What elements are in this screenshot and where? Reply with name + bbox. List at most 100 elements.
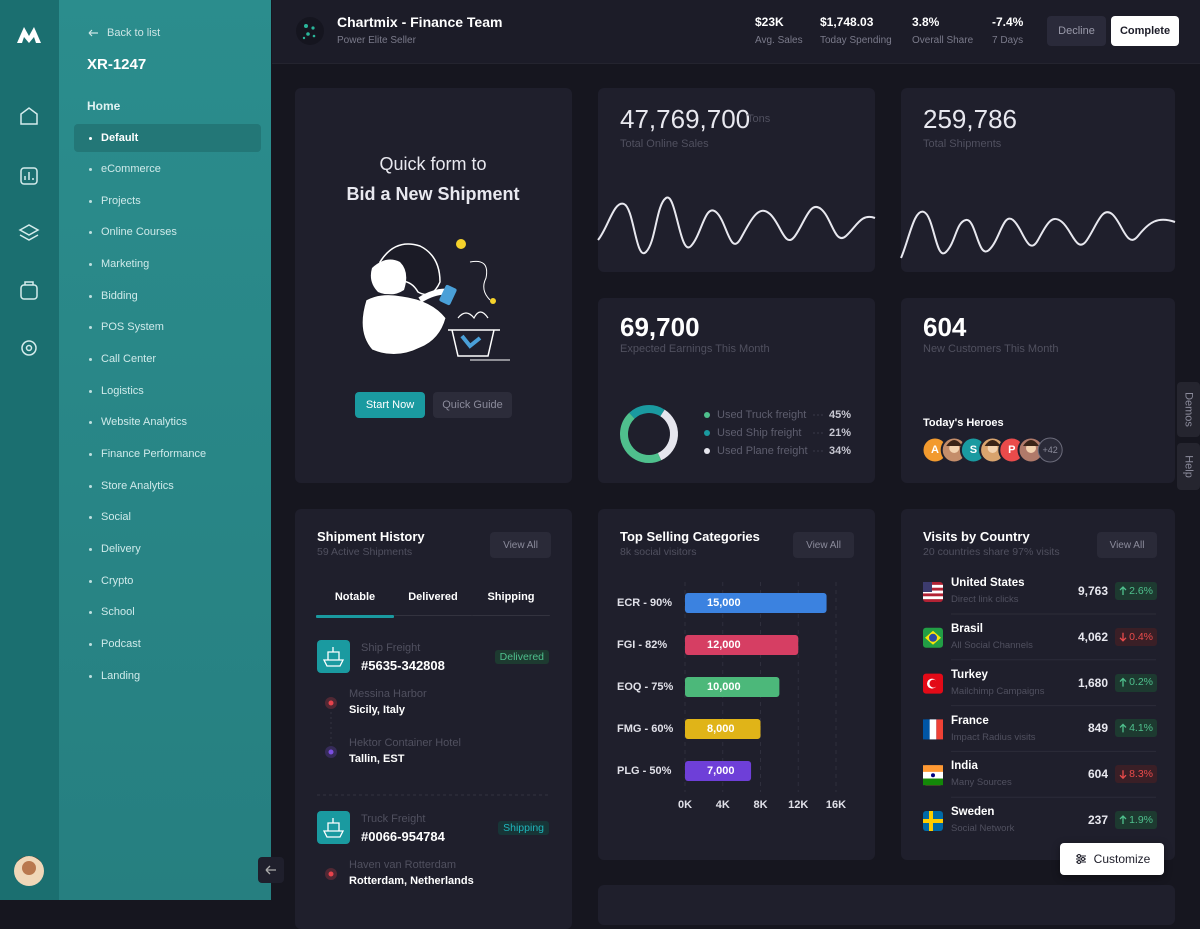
donut-segment [620,412,662,463]
view-all-button-label: View All [806,539,841,551]
menu-bullet [89,326,92,330]
flag [923,673,943,694]
flag [923,811,943,831]
flag [923,719,943,740]
tab[interactable]: Shipping [487,590,535,603]
shipment-type: Truck Freight [361,812,426,825]
menu-item[interactable]: School [101,606,135,619]
guide-button[interactable]: Quick Guide [433,392,512,418]
complete-button[interactable]: Complete [1111,16,1179,46]
menu-bullet [89,484,92,488]
stop-place: Haven van Rotterdam [349,858,456,871]
decline-button[interactable]: Decline [1047,16,1106,46]
tab[interactable]: Delivered [408,590,458,603]
hero-initial: P [1008,443,1016,456]
decline-button-label: Decline [1058,25,1095,37]
hero-hair [1023,440,1039,446]
stop-location: Rotterdam, Netherlands [349,874,474,887]
menu-bullet [89,642,92,646]
menu-item[interactable]: eCommerce [101,163,161,176]
category-label: FGI - 82% [617,638,668,651]
menu-item[interactable]: Marketing [101,258,150,271]
menu-item[interactable]: Delivery [101,542,141,555]
icon-layers[interactable] [18,224,40,241]
shipment-glyph [322,647,345,667]
bar [685,593,827,613]
hero-initial: A [931,443,939,456]
menu-item[interactable]: Logistics [101,384,144,397]
sparkline [597,196,876,255]
menu-item[interactable]: Landing [101,669,141,682]
menu-bullet [89,263,92,267]
shipment-glyph [322,818,345,838]
side-tab[interactable] [1177,443,1200,490]
shipment-type: Ship Freight [361,641,421,654]
menu-item[interactable]: Call Center [101,353,157,366]
menu-item[interactable]: Social [101,511,131,524]
x-tick-label: 8K [753,798,768,811]
category-label: FMG - 60% [617,722,674,735]
header [272,0,1200,64]
side-tab[interactable] [1177,382,1200,437]
tab[interactable]: Notable [334,590,376,603]
country-name: Sweden [951,806,995,819]
icon-bag[interactable] [20,284,38,300]
header-stat-value: $23K [755,15,784,29]
route-pin [328,871,334,877]
hero-more-label: +42 [1042,444,1058,455]
menu-item[interactable]: Default [101,131,139,144]
bar [685,677,780,697]
tab-underline [394,615,472,616]
menu-item[interactable]: Store Analytics [101,479,174,492]
header-stat-label: Today Spending [820,35,892,46]
change-badge [1115,627,1157,646]
back-arrow[interactable] [88,29,98,37]
record-code: XR-1247 [87,55,147,73]
view-all-button[interactable]: View All [490,532,551,558]
bar-value-label: 10,000 [707,680,741,693]
back-link[interactable]: Back to list [107,26,161,39]
menu-item[interactable]: Finance Performance [101,448,207,460]
country-visits: 237 [1087,813,1108,827]
customize-button[interactable]: Customize [1060,843,1164,875]
shipment-icon [317,640,350,673]
menu-bullet [89,421,92,425]
icon-home[interactable] [20,107,38,125]
menu-item[interactable]: POS System [101,321,164,334]
form-heading-strong: Bid a New Shipment [346,184,520,204]
stop-place: Hektor Container Hotel [349,736,461,749]
icon-settings[interactable] [21,340,37,356]
menu-bullet [89,611,92,615]
legend-dot [704,430,710,436]
menu-item[interactable]: Crypto [101,574,134,587]
collapse-button[interactable] [258,857,284,883]
view-all-button[interactable]: View All [1097,532,1157,558]
stat-label: Total Online Sales [620,137,709,150]
stat-value: 259,786 [923,104,1017,134]
menu-bullet [89,294,92,298]
view-all-button[interactable]: View All [793,532,854,558]
header-stat-value: -7.4% [992,15,1024,29]
rail-icons [18,107,40,356]
card [598,298,875,483]
change-badge [1115,582,1157,600]
menu-item[interactable]: Online Courses [101,226,177,239]
menu-item[interactable]: Website Analytics [101,416,188,429]
icon-chart-bars [24,172,34,180]
icon-bag-handle [24,281,34,285]
sparkline [900,210,1176,259]
menu-bullet [89,516,92,520]
stat-label: New Customers This Month [923,342,1059,355]
menu-item[interactable]: Bidding [101,289,138,302]
stop-location: Tallin, EST [349,752,405,765]
tab-underline [472,615,550,616]
start-button[interactable]: Start Now [355,392,425,418]
icon-chart[interactable] [20,167,38,185]
hero-more[interactable] [1037,437,1063,463]
header-stat-value: $1,748.03 [820,15,874,29]
header-stat-label: Overall Share [912,35,974,46]
menu-item[interactable]: Projects [101,194,141,207]
menu-item[interactable]: Podcast [101,637,141,650]
menu-bullet [89,358,92,362]
card-title: Visits by Country [923,528,1030,544]
